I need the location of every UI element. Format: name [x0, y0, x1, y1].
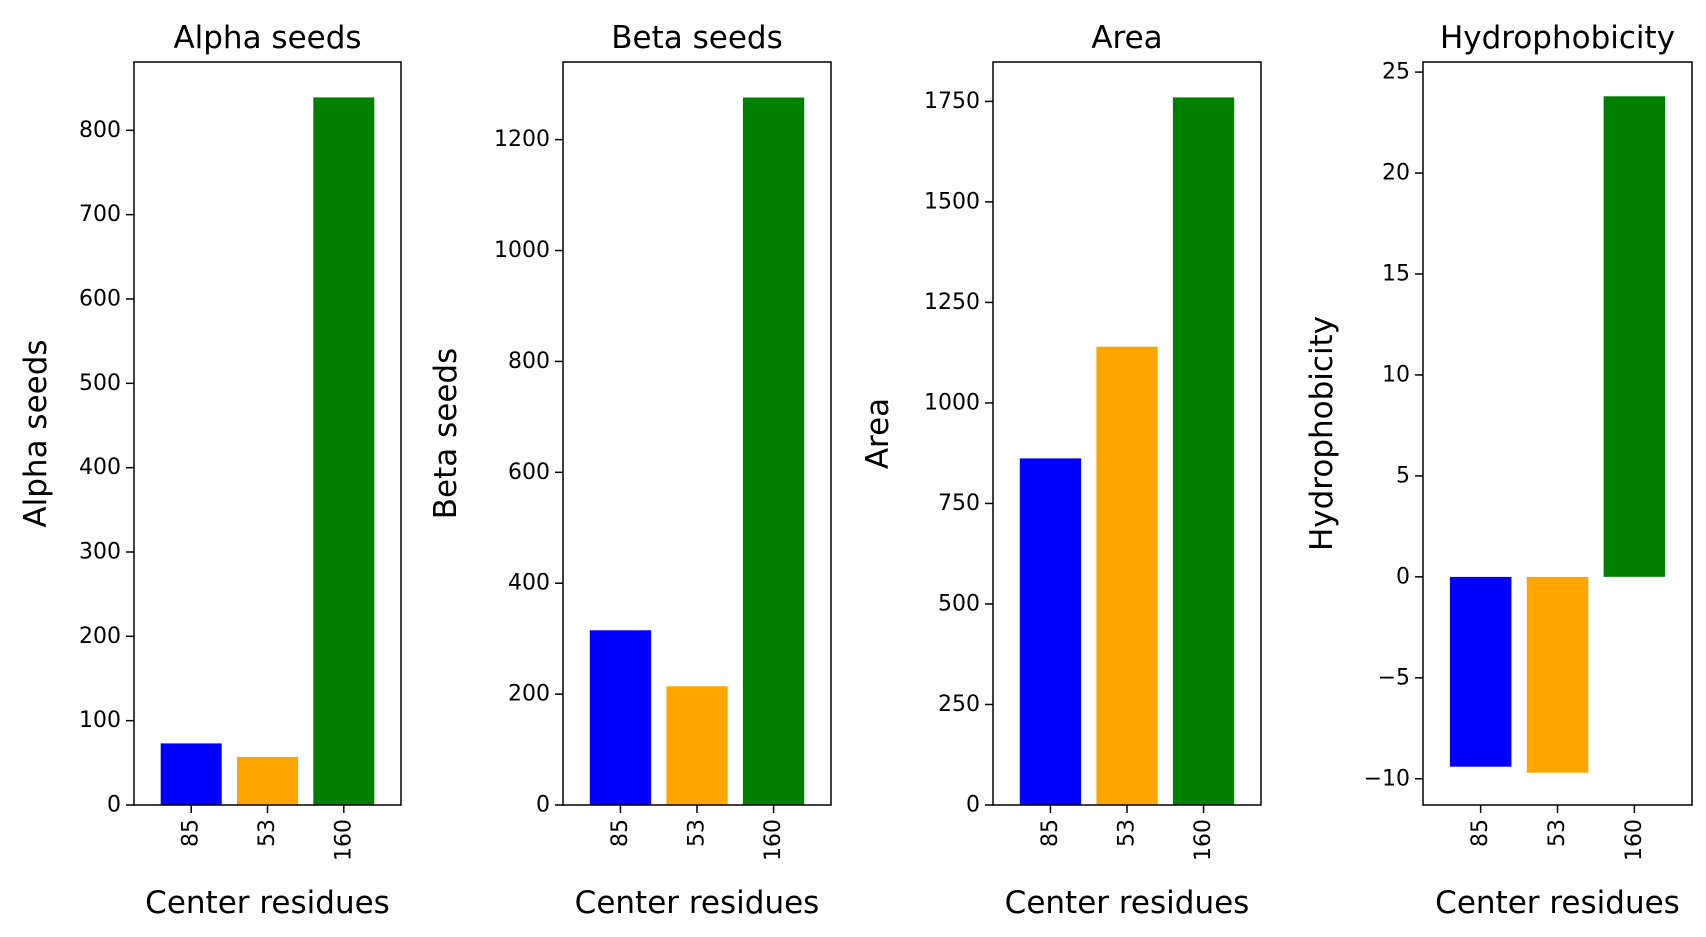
x-tick-label: 85	[1468, 819, 1493, 847]
x-tick-label: 53	[1115, 819, 1140, 847]
y-tick-label: 20	[1382, 161, 1410, 186]
x-tick-label: 160	[761, 819, 786, 861]
chart-title: Area	[1091, 20, 1162, 56]
y-axis-label: Alpha seeds	[18, 339, 54, 527]
bar-160	[1603, 96, 1666, 577]
bar-85	[1019, 458, 1082, 805]
y-tick-label: 1250	[924, 290, 980, 315]
x-tick-label: 53	[255, 819, 280, 847]
bar-53	[237, 756, 298, 805]
bar-53	[1096, 346, 1158, 805]
y-tick-label: 400	[79, 455, 121, 480]
y-tick-label: 800	[508, 349, 550, 374]
chart-title: Beta seeds	[611, 20, 782, 56]
bar-160	[313, 97, 375, 805]
x-tick-label: 160	[331, 819, 356, 861]
chart-title: Alpha seeds	[173, 20, 361, 56]
y-tick-label: 400	[508, 571, 550, 596]
plot-frame	[133, 61, 402, 806]
y-tick-label: 0	[536, 793, 550, 818]
y-axis-label: Hydrophobicity	[1304, 316, 1340, 551]
y-tick-label: 750	[938, 491, 980, 516]
y-tick-label: 0	[107, 793, 121, 818]
y-tick-label: 300	[79, 539, 121, 564]
y-tick-label: 1500	[924, 189, 980, 214]
y-tick-label: 250	[938, 692, 980, 717]
chart-panel-3: 85 53 160 0 250 500 750 1000 1250 1500 1750 Area Cen…	[860, 20, 1262, 921]
x-tick-label: 85	[179, 819, 204, 847]
y-tick-label: 15	[1382, 261, 1410, 286]
y-tick-label: 600	[508, 460, 550, 485]
x-tick-label: 85	[1038, 819, 1063, 847]
y-tick-label: 1750	[924, 89, 980, 114]
y-tick-label: 0	[966, 793, 980, 818]
y-tick-label: 1000	[924, 390, 980, 415]
x-axis-label: Center residues	[145, 885, 390, 921]
y-tick-label: 500	[938, 591, 980, 616]
y-tick-label: 200	[79, 624, 121, 649]
bar-53	[666, 686, 728, 805]
y-tick-label: 25	[1382, 60, 1410, 85]
x-axis-label: Center residues	[1435, 885, 1680, 921]
y-tick-label: 1200	[494, 127, 550, 152]
y-tick-label: 800	[79, 118, 121, 143]
x-tick-label: 53	[685, 819, 710, 847]
y-axis-label: Area	[860, 398, 896, 469]
y-tick-label: 600	[79, 286, 121, 311]
x-axis-label: Center residues	[575, 885, 820, 921]
y-axis-label: Beta seeds	[428, 348, 464, 519]
chart-title: Hydrophobicity	[1440, 20, 1675, 56]
plot-frame	[992, 61, 1262, 806]
bar-160	[1172, 97, 1235, 805]
x-tick-label: 160	[1622, 819, 1647, 861]
y-tick-label: 0	[1396, 564, 1410, 589]
bar-53	[1526, 576, 1589, 773]
y-tick-label: −5	[1378, 665, 1410, 690]
bar-160	[742, 97, 805, 805]
plot-frame	[562, 61, 832, 806]
y-tick-label: 1000	[494, 238, 550, 263]
bar-85	[1449, 576, 1512, 767]
bar-85	[589, 630, 652, 805]
y-tick-label: −10	[1364, 766, 1410, 791]
bar-85	[160, 743, 222, 805]
y-tick-label: 200	[508, 682, 550, 707]
chart-panel-2: 85 53 160 0 200 400 600 800 1000 1200 Beta seeds Ce…	[428, 20, 832, 921]
y-tick-label: 10	[1382, 362, 1410, 387]
chart-panel-1: 85 53 160 0 100 200 300 400 500 600 700 800 Alpha se…	[18, 20, 402, 921]
plot-frame	[1422, 61, 1693, 806]
x-tick-label: 53	[1545, 819, 1570, 847]
x-tick-label: 85	[608, 819, 633, 847]
x-tick-label: 160	[1191, 819, 1216, 861]
chart-panel-4: 85 53 160 −10 −5 0 5 10 15 20 25 Hydrophobicity Cent…	[1304, 20, 1693, 921]
y-tick-label: 100	[79, 708, 121, 733]
y-tick-label: 500	[79, 371, 121, 396]
y-tick-label: 5	[1396, 463, 1410, 488]
y-tick-label: 700	[79, 202, 121, 227]
x-axis-label: Center residues	[1005, 885, 1250, 921]
